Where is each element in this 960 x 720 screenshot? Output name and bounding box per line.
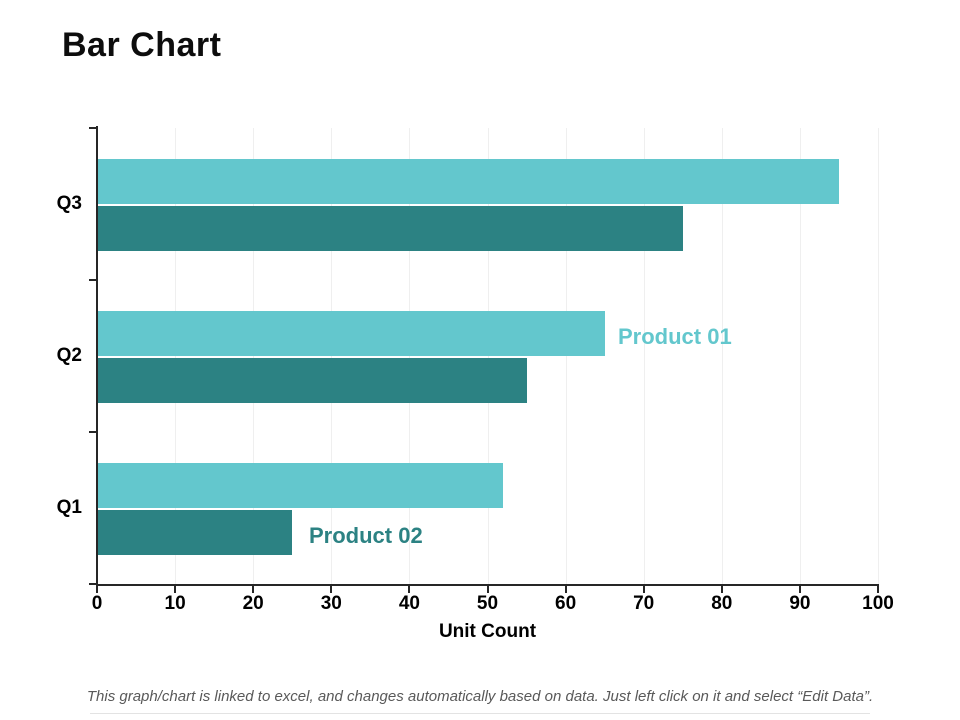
x-axis-line: [96, 584, 879, 586]
x-tick-label-100: 100: [862, 593, 894, 614]
x-tick-label-70: 70: [633, 593, 655, 614]
series-label-product-02: Product 02: [309, 523, 423, 548]
gridline-30: [331, 128, 333, 584]
gridline-70: [643, 128, 645, 584]
gridline-50: [487, 128, 489, 584]
category-label-q3: Q3: [56, 193, 82, 214]
bar-product-02-q3: [97, 206, 683, 251]
x-tick-label-20: 20: [242, 593, 264, 614]
bar-product-02-q2: [97, 358, 527, 403]
x-tick-mark-20: [252, 586, 255, 593]
x-tick-mark-40: [408, 586, 411, 593]
y-tick-mark-2: [89, 431, 97, 433]
footer-divider: [90, 713, 870, 714]
x-tick-mark-10: [174, 586, 177, 593]
x-tick-mark-50: [486, 586, 489, 593]
category-label-q1: Q1: [56, 497, 82, 518]
x-tick-label-50: 50: [476, 593, 499, 614]
page-title: Bar Chart: [62, 26, 222, 64]
x-tick-label-30: 30: [320, 593, 342, 614]
bar-product-01-q1: [97, 463, 504, 508]
y-tick-mark-0: [89, 127, 97, 129]
x-axis-title: Unit Count: [438, 621, 537, 642]
bar-product-01-q2: [97, 311, 605, 356]
x-tick-label-80: 80: [711, 593, 733, 614]
x-tick-mark-80: [720, 586, 723, 593]
gridline-80: [721, 128, 723, 584]
gridline-90: [799, 128, 801, 584]
x-tick-mark-0: [96, 586, 98, 593]
gridline-20: [253, 128, 255, 584]
x-tick-mark-100: [877, 586, 879, 593]
y-tick-mark-3: [89, 583, 97, 585]
x-tick-label-60: 60: [555, 593, 577, 614]
y-tick-mark-1: [89, 279, 97, 281]
x-tick-label-90: 90: [789, 593, 811, 614]
x-tick-label-40: 40: [398, 593, 420, 614]
x-tick-mark-70: [642, 586, 645, 593]
bar-product-01-q3: [97, 159, 839, 204]
x-tick-mark-30: [330, 586, 333, 593]
bar-product-02-q1: [97, 510, 293, 555]
x-tick-mark-60: [564, 586, 567, 593]
category-label-q2: Q2: [56, 345, 82, 366]
series-label-product-01: Product 01: [618, 324, 732, 349]
x-tick-label-10: 10: [164, 593, 186, 614]
x-tick-mark-90: [798, 586, 801, 593]
y-axis-line: [96, 126, 98, 584]
gridline-40: [409, 128, 411, 584]
plot-area: [97, 128, 879, 584]
x-tick-label-0: 0: [91, 593, 103, 614]
gridline-10: [175, 128, 177, 584]
footer-note: This graph/chart is linked to excel, and…: [86, 688, 874, 705]
gridline-60: [565, 128, 567, 584]
gridline-100: [878, 128, 879, 584]
